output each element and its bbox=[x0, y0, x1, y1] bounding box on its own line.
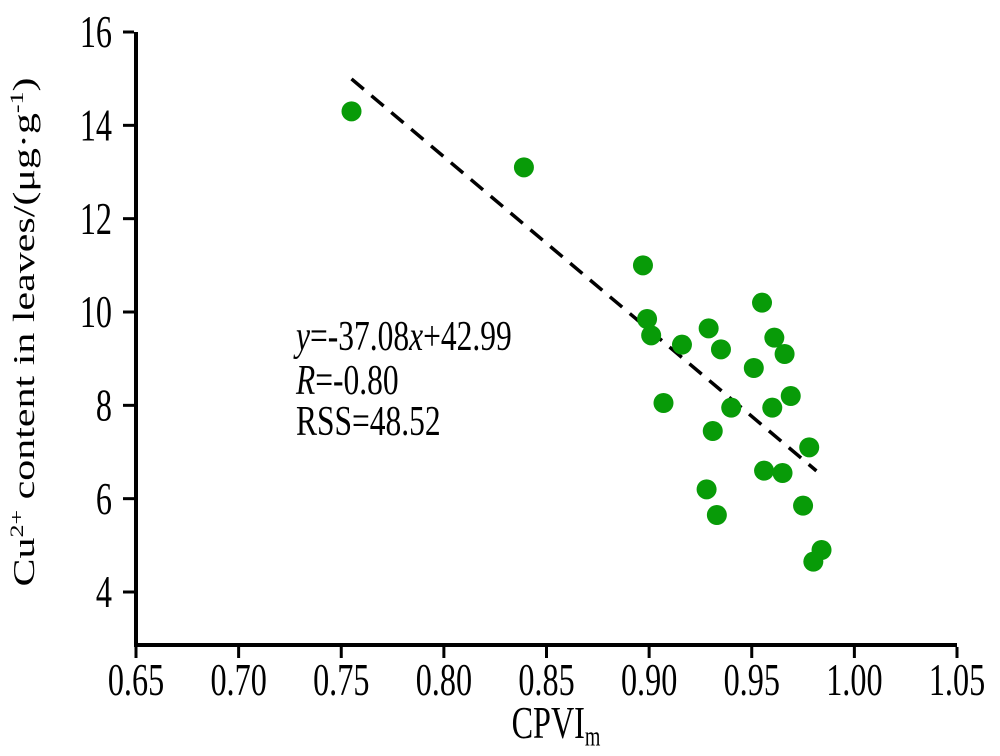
x-tick-label: 0.80 bbox=[416, 654, 472, 705]
data-point bbox=[764, 327, 785, 348]
data-point bbox=[706, 505, 727, 525]
annotation-line-2: R=-0.80 bbox=[295, 358, 398, 404]
data-point bbox=[653, 393, 674, 413]
x-tick-label: 1.00 bbox=[826, 654, 882, 705]
svg-text:RSS=48.52: RSS=48.52 bbox=[296, 399, 441, 445]
svg-text:16: 16 bbox=[80, 7, 112, 58]
x-tick-label: 0.70 bbox=[210, 654, 266, 705]
data-point bbox=[710, 339, 731, 360]
x-tick-label: 0.90 bbox=[621, 654, 677, 705]
x-tick-label: 0.65 bbox=[108, 654, 164, 705]
svg-text:y=-37.08x+42.99: y=-37.08x+42.99 bbox=[293, 314, 512, 360]
x-tick-label: 0.85 bbox=[518, 654, 574, 705]
data-point bbox=[513, 157, 534, 178]
x-tick-label: 0.95 bbox=[724, 654, 780, 705]
y-tick-label: 10 bbox=[80, 287, 112, 338]
y-axis-title: Cu2+ content in leaves/(μg·g-1) bbox=[7, 77, 41, 586]
svg-text:8: 8 bbox=[96, 380, 112, 431]
data-point bbox=[774, 344, 795, 364]
data-point bbox=[762, 397, 783, 418]
annotation-line-1: y=-37.08x+42.99 bbox=[293, 314, 512, 360]
svg-text:0.65: 0.65 bbox=[108, 654, 164, 705]
data-point bbox=[671, 334, 692, 355]
svg-text:12: 12 bbox=[80, 193, 112, 244]
data-point bbox=[341, 101, 362, 122]
annotation-line-3: RSS=48.52 bbox=[296, 399, 441, 445]
svg-text:4: 4 bbox=[96, 567, 112, 618]
svg-text:0.95: 0.95 bbox=[724, 654, 780, 705]
data-point bbox=[793, 495, 814, 516]
data-point bbox=[702, 421, 723, 441]
x-axis-title: CPVIm bbox=[512, 697, 601, 752]
svg-text:Cu2+ content in leaves/(μg·g-1: Cu2+ content in leaves/(μg·g-1) bbox=[7, 77, 41, 586]
y-tick-label: 16 bbox=[80, 7, 112, 58]
data-point bbox=[780, 386, 801, 406]
data-point bbox=[632, 255, 653, 276]
data-point bbox=[721, 397, 742, 418]
svg-text:0.75: 0.75 bbox=[313, 654, 369, 705]
y-tick-label: 8 bbox=[96, 380, 112, 431]
svg-text:10: 10 bbox=[80, 287, 112, 338]
data-point bbox=[641, 325, 662, 346]
svg-text:0.90: 0.90 bbox=[621, 654, 677, 705]
data-point bbox=[698, 318, 719, 339]
axis-frame bbox=[134, 32, 957, 647]
data-point bbox=[799, 437, 820, 458]
svg-text:14: 14 bbox=[80, 100, 112, 151]
data-point bbox=[754, 460, 775, 481]
x-tick-label: 1.05 bbox=[929, 654, 985, 705]
x-tick-label: 0.75 bbox=[313, 654, 369, 705]
data-point bbox=[803, 551, 824, 572]
data-point bbox=[772, 463, 793, 483]
data-point bbox=[743, 358, 764, 378]
data-point bbox=[637, 309, 658, 329]
svg-text:CPVIm: CPVIm bbox=[512, 697, 601, 752]
svg-text:1.00: 1.00 bbox=[826, 654, 882, 705]
y-tick-label: 4 bbox=[96, 567, 112, 618]
svg-text:0.80: 0.80 bbox=[416, 654, 472, 705]
data-point bbox=[752, 292, 773, 313]
svg-text:6: 6 bbox=[96, 473, 112, 524]
y-tick-label: 6 bbox=[96, 473, 112, 524]
y-tick-label: 14 bbox=[80, 100, 112, 151]
y-tick-label: 12 bbox=[80, 193, 112, 244]
svg-text:0.70: 0.70 bbox=[210, 654, 266, 705]
svg-text:1.05: 1.05 bbox=[929, 654, 985, 705]
svg-text:R=-0.80: R=-0.80 bbox=[295, 358, 398, 404]
svg-text:0.85: 0.85 bbox=[518, 654, 574, 705]
data-point bbox=[696, 479, 717, 500]
